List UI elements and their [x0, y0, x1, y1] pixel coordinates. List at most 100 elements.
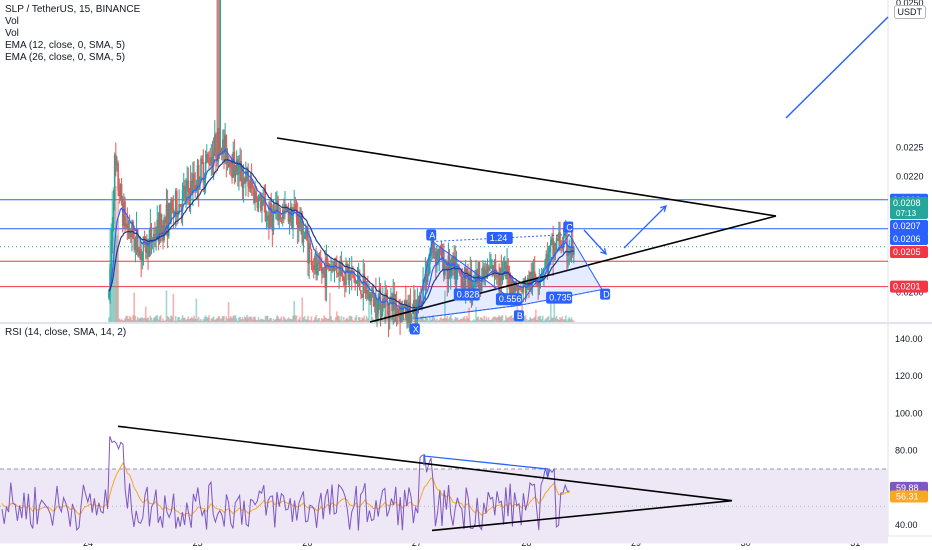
- candle-body: [234, 171, 237, 176]
- hline-price-tag: [890, 280, 928, 293]
- candle: [248, 179, 251, 193]
- candle-body: [238, 164, 240, 175]
- candle-body: [387, 306, 390, 321]
- volume-bar: [418, 319, 421, 322]
- candle: [345, 257, 347, 293]
- volume-bar: [196, 318, 199, 322]
- candle: [172, 195, 175, 230]
- candle-body: [158, 213, 161, 242]
- volume-legend-2[interactable]: Vol: [5, 28, 19, 39]
- candle-body: [518, 286, 521, 289]
- candle: [357, 262, 360, 288]
- candle: [133, 225, 136, 253]
- price-tag: [890, 220, 928, 232]
- volume-bar: [230, 316, 232, 322]
- candle-body: [125, 223, 127, 227]
- volume-bar: [390, 316, 392, 322]
- volume-bar: [464, 319, 467, 322]
- volume-bar: [495, 317, 498, 322]
- pattern-point-badge: [409, 323, 420, 335]
- candle: [269, 198, 271, 229]
- currency-button[interactable]: USDT: [893, 5, 926, 19]
- candle-body: [438, 248, 440, 260]
- candle-body: [361, 294, 363, 298]
- candle: [344, 270, 346, 298]
- price-tag-label: 0.0207: [893, 221, 921, 231]
- candle-body: [489, 268, 491, 271]
- volume-bar: [357, 316, 360, 322]
- candle-body: [277, 200, 279, 221]
- candle: [376, 300, 378, 328]
- candle-body: [507, 265, 510, 277]
- volume-bar: [174, 315, 177, 322]
- candle-body: [263, 198, 266, 204]
- candle: [323, 266, 325, 278]
- candle: [322, 267, 324, 279]
- volume-bar: [125, 316, 127, 322]
- candle: [399, 298, 401, 335]
- candle-body: [276, 200, 278, 210]
- volume-bar: [223, 316, 225, 322]
- volume-bar: [350, 316, 353, 322]
- volume-bar: [476, 317, 478, 322]
- ema-26-legend[interactable]: EMA (26, close, 0, SMA, 5): [5, 52, 126, 63]
- candle: [231, 153, 233, 184]
- candle-body: [356, 280, 359, 282]
- candle-body: [279, 213, 282, 219]
- symbol-title[interactable]: SLP / TetherUS, 15, BINANCE: [5, 4, 141, 15]
- candle-body: [466, 268, 468, 271]
- candle-body: [140, 249, 142, 261]
- volume-bar: [274, 319, 277, 322]
- candle: [415, 299, 417, 324]
- candle: [120, 177, 123, 206]
- candle-body: [529, 272, 531, 291]
- volume-bar: [233, 315, 236, 322]
- volume-bar: [237, 320, 239, 322]
- volume-bar: [269, 317, 271, 322]
- volume-bar: [414, 319, 416, 322]
- volume-bar: [531, 318, 534, 322]
- volume-bar: [444, 290, 446, 322]
- candle: [385, 284, 388, 302]
- candle-body: [306, 229, 308, 240]
- pattern-ratio-badge: [486, 232, 513, 245]
- volume-bar: [552, 317, 554, 322]
- volume-bar: [166, 316, 169, 322]
- candle-body: [432, 239, 435, 253]
- pattern-ratio-label: 0.828: [457, 290, 480, 300]
- candle: [227, 155, 230, 168]
- candle-body: [358, 276, 361, 291]
- chart-legend: SLP / TetherUS, 15, BINANCE Vol Vol EMA …: [5, 4, 140, 64]
- candle: [111, 216, 114, 254]
- candle-body: [417, 299, 420, 305]
- volume-bar: [562, 319, 565, 322]
- candle-body: [360, 290, 362, 295]
- volume-bar: [486, 319, 489, 322]
- candle: [416, 287, 419, 326]
- rsi-legend[interactable]: RSI (14, close, SMA, 14, 2): [5, 327, 127, 338]
- volume-bar: [563, 319, 566, 322]
- volume-bar: [453, 319, 455, 322]
- volume-bar: [538, 316, 541, 322]
- candle-body: [311, 265, 314, 267]
- candle-body: [190, 180, 193, 193]
- ema-12-legend[interactable]: EMA (12, close, 0, SMA, 5): [5, 40, 126, 51]
- candle: [185, 178, 187, 208]
- volume-legend-1[interactable]: Vol: [5, 16, 19, 27]
- candle: [132, 219, 134, 240]
- candle-body: [480, 276, 483, 291]
- candle: [505, 261, 507, 280]
- candle: [547, 246, 550, 276]
- candle: [370, 287, 373, 315]
- candle-body: [559, 232, 561, 246]
- volume-bar: [187, 316, 190, 322]
- candle-body: [510, 279, 513, 294]
- volume-bar: [462, 317, 465, 322]
- candle: [250, 163, 253, 196]
- candle-body: [464, 268, 467, 292]
- candle-body: [146, 240, 148, 254]
- candle-body: [307, 239, 309, 264]
- volume-bar: [127, 318, 130, 322]
- pattern-ratio-badge: [495, 293, 522, 306]
